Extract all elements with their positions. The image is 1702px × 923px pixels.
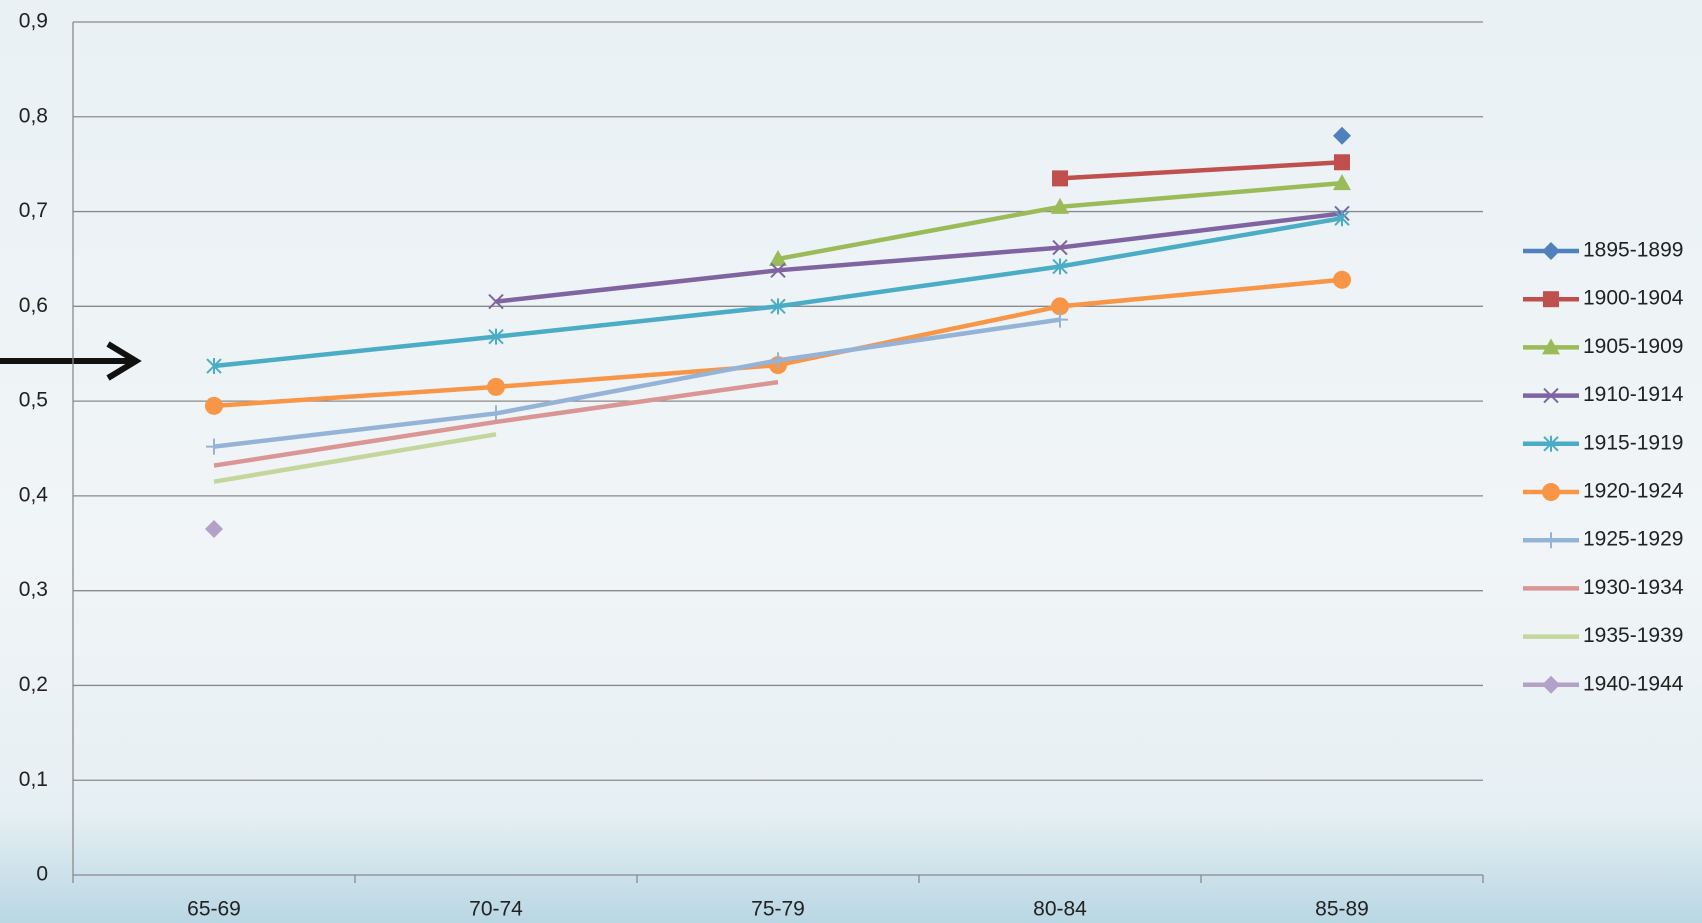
marker <box>1334 154 1350 171</box>
series: 1915-1919 <box>206 210 1683 454</box>
marker <box>488 328 504 345</box>
marker <box>1543 387 1559 404</box>
marker <box>488 405 504 422</box>
marker <box>1542 675 1560 694</box>
marker <box>488 293 504 310</box>
legend-label: 1910-1914 <box>1583 383 1684 406</box>
series: 1935-1939 <box>213 432 1683 647</box>
x-tick-label: 80-84 <box>1033 898 1087 921</box>
marker <box>1052 311 1068 328</box>
legend-label: 1930-1934 <box>1583 576 1684 599</box>
marker <box>1542 242 1560 260</box>
legend-label: 1940-1944 <box>1583 672 1684 695</box>
y-tick-label: 0,3 <box>19 578 48 601</box>
marker <box>205 520 223 539</box>
series: 1940-1944 <box>205 520 1684 695</box>
marker <box>1333 126 1351 145</box>
series: 1925-1929 <box>206 311 1683 551</box>
marker <box>769 249 787 266</box>
y-tick-label: 0,7 <box>19 199 48 222</box>
arrow <box>0 341 142 381</box>
series: 1900-1904 <box>1052 154 1684 310</box>
y-tick-label: 0,2 <box>19 673 48 696</box>
y-tick-label: 0,6 <box>19 294 48 317</box>
y-tick-label: 0,9 <box>19 10 48 33</box>
series: 1930-1934 <box>213 379 1684 599</box>
marker <box>206 358 222 375</box>
series-line <box>495 211 1343 304</box>
x-tick-label: 65-69 <box>187 898 241 921</box>
legend-label: 1935-1939 <box>1583 624 1683 647</box>
marker <box>1052 239 1068 256</box>
x-tick-label: 70-74 <box>469 898 523 921</box>
x-tick-label: 85-89 <box>1315 898 1369 921</box>
legend-label: 1920-1924 <box>1583 480 1684 503</box>
marker <box>1051 197 1069 214</box>
legend-label: 1925-1929 <box>1583 528 1683 551</box>
legend-label: 1895-1899 <box>1583 239 1683 262</box>
y-tick-label: 0,8 <box>19 104 48 127</box>
marker <box>206 438 222 455</box>
marker <box>487 377 505 396</box>
series-line <box>1059 160 1343 181</box>
marker <box>1334 210 1350 227</box>
legend-label: 1905-1909 <box>1583 335 1683 358</box>
marker <box>1052 170 1068 187</box>
marker <box>770 298 786 315</box>
series: 1895-1899 <box>1333 126 1683 262</box>
series-line <box>213 317 1061 449</box>
marker <box>1543 291 1559 308</box>
marker <box>770 352 786 369</box>
series: 1905-1909 <box>769 174 1683 358</box>
marker <box>1542 483 1560 501</box>
marker <box>1052 258 1068 275</box>
marker <box>770 262 786 279</box>
legend-label: 1915-1919 <box>1583 431 1683 454</box>
marker <box>1051 297 1069 316</box>
series-line <box>213 379 779 468</box>
y-tick-label: 0,4 <box>19 483 49 506</box>
marker <box>1542 338 1560 355</box>
y-tick-label: 0,1 <box>19 768 48 791</box>
series: 1910-1914 <box>488 205 1684 406</box>
marker <box>1543 532 1559 549</box>
x-tick-label: 75-79 <box>751 898 805 921</box>
y-tick-label: 0 <box>36 863 48 886</box>
series-line <box>213 432 497 484</box>
y-tick-label: 0,5 <box>19 389 48 412</box>
marker <box>1333 270 1351 289</box>
marker <box>1333 174 1351 191</box>
legend-label: 1900-1904 <box>1583 287 1684 310</box>
marker <box>205 396 223 415</box>
marker <box>1543 435 1559 452</box>
